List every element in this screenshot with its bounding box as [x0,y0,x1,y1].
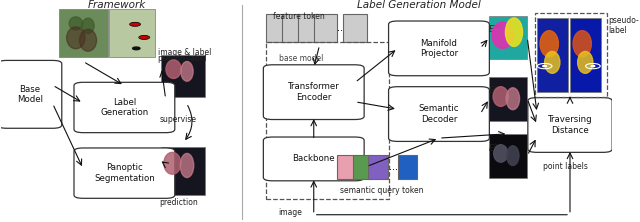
Ellipse shape [507,146,519,165]
FancyBboxPatch shape [369,155,388,179]
FancyBboxPatch shape [353,155,372,179]
FancyBboxPatch shape [490,16,527,59]
FancyBboxPatch shape [0,60,62,128]
Ellipse shape [540,31,558,57]
Text: pseudo-label: pseudo-label [157,54,207,63]
Text: $E^s$: $E^s$ [488,85,499,95]
FancyBboxPatch shape [537,18,568,92]
FancyBboxPatch shape [74,148,175,198]
FancyBboxPatch shape [109,9,156,57]
Text: Label Generation Model: Label Generation Model [357,0,481,10]
Circle shape [132,47,140,50]
Ellipse shape [79,29,97,51]
Text: pseudo-
label: pseudo- label [608,16,639,35]
Circle shape [543,65,547,67]
Text: Manifold
Projector: Manifold Projector [420,39,458,58]
FancyBboxPatch shape [161,55,205,97]
Ellipse shape [82,18,94,34]
Text: ...: ... [337,23,346,33]
FancyBboxPatch shape [59,9,108,57]
Ellipse shape [67,27,85,49]
Ellipse shape [181,61,193,81]
FancyBboxPatch shape [74,82,175,133]
Text: Panoptic
Segmentation: Panoptic Segmentation [94,163,155,183]
Text: image: image [278,208,303,217]
FancyBboxPatch shape [388,87,490,141]
Ellipse shape [493,87,508,106]
Text: Label
Generation: Label Generation [100,98,148,117]
Text: feature token: feature token [273,12,324,21]
Ellipse shape [506,88,520,110]
Ellipse shape [545,52,560,73]
FancyBboxPatch shape [344,14,367,42]
Circle shape [591,65,595,67]
Ellipse shape [573,31,591,57]
FancyBboxPatch shape [397,155,417,179]
Text: $E^m$: $E^m$ [488,23,501,34]
FancyBboxPatch shape [570,18,600,92]
FancyBboxPatch shape [490,134,527,178]
Circle shape [131,23,140,26]
FancyBboxPatch shape [161,147,205,195]
FancyBboxPatch shape [314,14,337,42]
Text: Traversing
Distance: Traversing Distance [548,115,592,135]
Ellipse shape [492,22,513,48]
FancyBboxPatch shape [337,155,356,179]
Ellipse shape [166,60,181,78]
Text: semantic query token: semantic query token [340,186,423,195]
Text: base model: base model [278,54,323,63]
FancyBboxPatch shape [282,14,305,42]
Text: Backbone: Backbone [292,155,335,163]
Text: Semantic
Decoder: Semantic Decoder [419,104,460,124]
FancyBboxPatch shape [266,14,290,42]
FancyBboxPatch shape [490,77,527,121]
Ellipse shape [180,153,194,178]
FancyBboxPatch shape [388,21,490,76]
Text: image & label: image & label [157,48,211,57]
Text: Framework: Framework [88,0,146,10]
Ellipse shape [493,145,508,162]
FancyBboxPatch shape [263,65,364,119]
Text: $E^b$: $E^b$ [488,141,499,154]
Circle shape [140,36,148,39]
Text: supervise: supervise [159,115,196,124]
FancyBboxPatch shape [263,137,364,181]
Ellipse shape [578,52,593,73]
Ellipse shape [164,152,181,174]
Text: prediction: prediction [159,198,198,207]
Text: ...: ... [389,162,398,172]
Ellipse shape [506,18,522,46]
FancyBboxPatch shape [528,98,612,152]
Text: Transformer
Encoder: Transformer Encoder [288,82,340,102]
Ellipse shape [69,17,83,30]
FancyBboxPatch shape [298,14,321,42]
Text: Base
Model: Base Model [17,85,43,104]
Text: point labels: point labels [543,162,588,171]
